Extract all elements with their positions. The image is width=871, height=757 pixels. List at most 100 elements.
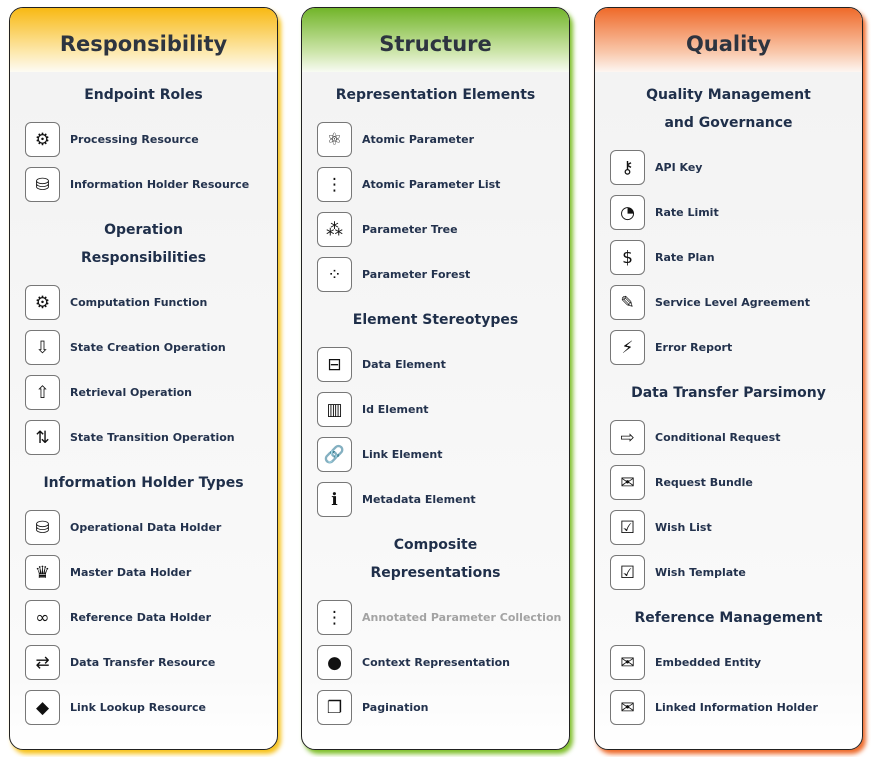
pattern-label: Wish List — [655, 521, 712, 534]
column-quality: Quality Quality Management and Governance… — [594, 7, 863, 750]
master-data-holder-icon: ♛ — [25, 555, 60, 590]
pattern-item[interactable]: $ Rate Plan — [595, 235, 862, 280]
pattern-label: Error Report — [655, 341, 733, 354]
atomic-parameter-icon: ⚛ — [317, 122, 352, 157]
pattern-label: Information Holder Resource — [70, 178, 250, 191]
pattern-item[interactable]: ∞ Reference Data Holder — [10, 595, 277, 640]
pattern-label: Context Representation — [362, 656, 510, 669]
pattern-item[interactable]: ◆ Link Lookup Resource — [10, 685, 277, 730]
information-holder-icon: ⛁ — [25, 167, 60, 202]
pattern-item[interactable]: ⇩ State Creation Operation — [10, 325, 277, 370]
pattern-label: Master Data Holder — [70, 566, 192, 579]
atomic-parameter-list-icon: ⋮ — [317, 167, 352, 202]
pattern-label: State Creation Operation — [70, 341, 226, 354]
state-creation-icon: ⇩ — [25, 330, 60, 365]
column-title: Structure — [302, 8, 569, 72]
section-heading: Operation Responsibilities — [80, 221, 207, 266]
column-responsibility: Responsibility Endpoint Roles ⚙ Processin… — [9, 7, 278, 750]
pattern-label: Link Element — [362, 448, 443, 461]
computation-function-icon: ⚙ — [25, 285, 60, 320]
rate-limit-icon: ◔ — [610, 195, 645, 230]
pattern-label: Link Lookup Resource — [70, 701, 207, 714]
pattern-label: Pagination — [362, 701, 429, 714]
pattern-label: Reference Data Holder — [70, 611, 212, 624]
pattern-label: Rate Limit — [655, 206, 719, 219]
pattern-item[interactable]: ⇅ State Transition Operation — [10, 415, 277, 460]
annotated-parameter-collection-icon: ⋮ — [317, 600, 352, 635]
pattern-item[interactable]: ℹ Metadata Element — [302, 477, 569, 522]
pattern-item[interactable]: ▥ Id Element — [302, 387, 569, 432]
pattern-item[interactable]: ⚛ Atomic Parameter — [302, 117, 569, 162]
pattern-label: Parameter Forest — [362, 268, 471, 281]
linked-information-holder-icon: ✉ — [610, 690, 645, 725]
conditional-request-icon: ⇨ — [610, 420, 645, 455]
pattern-item[interactable]: 🔗 Link Element — [302, 432, 569, 477]
pattern-item[interactable]: ♛ Master Data Holder — [10, 550, 277, 595]
pattern-item[interactable]: ⇨ Conditional Request — [595, 415, 862, 460]
pattern-label: Processing Resource — [70, 133, 199, 146]
rate-plan-icon: $ — [610, 240, 645, 275]
metadata-element-icon: ℹ — [317, 482, 352, 517]
pattern-item[interactable]: ❐ Pagination — [302, 685, 569, 730]
state-transition-icon: ⇅ — [25, 420, 60, 455]
pattern-item[interactable]: ⁘ Parameter Forest — [302, 252, 569, 297]
pattern-label: Computation Function — [70, 296, 208, 309]
section-heading: Element Stereotypes — [352, 311, 519, 328]
pattern-item[interactable]: ✉ Request Bundle — [595, 460, 862, 505]
section-heading: Representation Elements — [335, 86, 536, 103]
pattern-item[interactable]: ◔ Rate Limit — [595, 190, 862, 235]
pattern-item[interactable]: ⇄ Data Transfer Resource — [10, 640, 277, 685]
pattern-item[interactable]: ⚙ Processing Resource — [10, 117, 277, 162]
parameter-forest-icon: ⁘ — [317, 257, 352, 292]
pattern-label: Data Element — [362, 358, 446, 371]
pattern-item[interactable]: ⚙ Computation Function — [10, 280, 277, 325]
pattern-label: Rate Plan — [655, 251, 715, 264]
pattern-label: Conditional Request — [655, 431, 781, 444]
pattern-label: Retrieval Operation — [70, 386, 192, 399]
wish-template-icon: ☑ — [610, 555, 645, 590]
pattern-item[interactable]: ☑ Wish Template — [595, 550, 862, 595]
pattern-item[interactable]: ⁂ Parameter Tree — [302, 207, 569, 252]
section-heading: Endpoint Roles — [84, 86, 203, 103]
pattern-item[interactable]: ✎ Service Level Agreement — [595, 280, 862, 325]
pattern-item[interactable]: ⚡ Error Report — [595, 325, 862, 370]
pattern-label: Annotated Parameter Collection — [362, 611, 562, 624]
pattern-label: Operational Data Holder — [70, 521, 222, 534]
pattern-label: State Transition Operation — [70, 431, 235, 444]
error-report-icon: ⚡ — [610, 330, 645, 365]
column-structure: Structure Representation Elements ⚛ Atomi… — [301, 7, 570, 750]
pattern-item[interactable]: ⇧ Retrieval Operation — [10, 370, 277, 415]
pattern-item[interactable]: ⛁ Information Holder Resource — [10, 162, 277, 207]
service-level-agreement-icon: ✎ — [610, 285, 645, 320]
pagination-icon: ❐ — [317, 690, 352, 725]
request-bundle-icon: ✉ — [610, 465, 645, 500]
link-lookup-resource-icon: ◆ — [25, 690, 60, 725]
section-heading: Reference Management — [634, 609, 823, 626]
pattern-item[interactable]: ☑ Wish List — [595, 505, 862, 550]
pattern-label: Wish Template — [655, 566, 746, 579]
pattern-item[interactable]: ✉ Linked Information Holder — [595, 685, 862, 730]
pattern-label: Service Level Agreement — [655, 296, 811, 309]
pattern-item[interactable]: ⛁ Operational Data Holder — [10, 505, 277, 550]
pattern-label: Metadata Element — [362, 493, 476, 506]
link-element-icon: 🔗 — [317, 437, 352, 472]
pattern-item[interactable]: ● Context Representation — [302, 640, 569, 685]
pattern-item[interactable]: ⋮ Atomic Parameter List — [302, 162, 569, 207]
pattern-label: Atomic Parameter List — [362, 178, 501, 191]
parameter-tree-icon: ⁂ — [317, 212, 352, 247]
operational-data-holder-icon: ⛁ — [25, 510, 60, 545]
pattern-item[interactable]: ⚷ API Key — [595, 145, 862, 190]
pattern-label: Embedded Entity — [655, 656, 762, 669]
data-transfer-resource-icon: ⇄ — [25, 645, 60, 680]
section-heading: Information Holder Types — [43, 474, 244, 491]
data-element-icon: ⊟ — [317, 347, 352, 382]
pattern-item[interactable]: ⋮ Annotated Parameter Collection — [302, 595, 569, 640]
context-representation-icon: ● — [317, 645, 352, 680]
pattern-label: Linked Information Holder — [655, 701, 818, 714]
processing-resource-icon: ⚙ — [25, 122, 60, 157]
pattern-label: Id Element — [362, 403, 429, 416]
pattern-item[interactable]: ✉ Embedded Entity — [595, 640, 862, 685]
embedded-entity-icon: ✉ — [610, 645, 645, 680]
pattern-item[interactable]: ⊟ Data Element — [302, 342, 569, 387]
section-heading: Quality Management and Governance — [646, 86, 811, 131]
